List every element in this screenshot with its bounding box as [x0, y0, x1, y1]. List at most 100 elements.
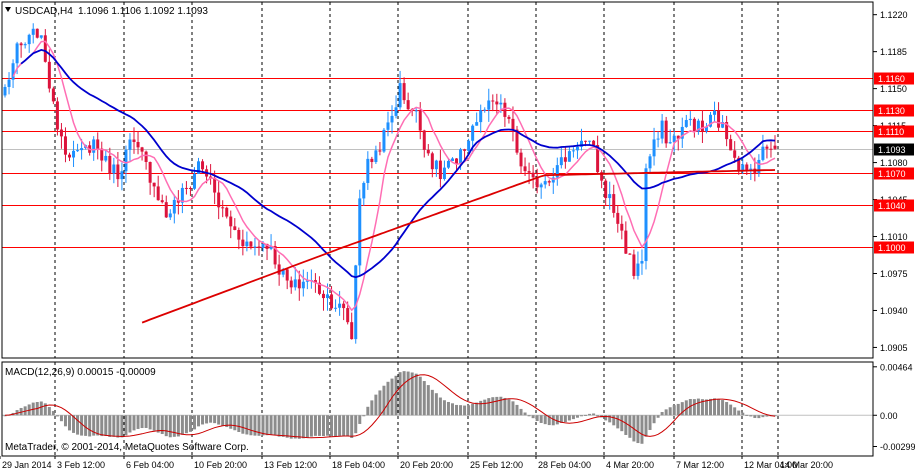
macd-signal-line [4, 374, 776, 439]
level-price-label: 1.1000 [878, 243, 906, 253]
candle [120, 162, 124, 191]
macd-bar [596, 415, 600, 417]
macd-bar [305, 415, 309, 438]
macd-bar [382, 385, 386, 416]
macd-bar [309, 415, 313, 437]
macd-bar [608, 415, 612, 423]
macd-bar [708, 398, 712, 416]
candle [563, 146, 567, 169]
macd-bar [668, 407, 672, 416]
macd-bar [555, 415, 559, 425]
macd-bar [84, 415, 88, 436]
macd-bar [15, 410, 19, 416]
macd-bar [112, 415, 116, 437]
macd-bar [136, 415, 140, 429]
candle [168, 209, 172, 221]
macd-bar [241, 415, 245, 434]
time-tick-label: 7 Mar 12:00 [676, 460, 724, 470]
candle [104, 149, 108, 163]
macd-bar [491, 397, 495, 416]
candle [656, 131, 660, 148]
macd-bar [277, 415, 281, 437]
macd-bar [80, 415, 84, 436]
candle [92, 136, 96, 161]
candle [717, 102, 721, 132]
candle [152, 182, 156, 198]
candle [507, 115, 511, 124]
candle [664, 116, 668, 148]
macd-bar [426, 385, 430, 416]
candle [51, 86, 55, 105]
candle [350, 312, 354, 340]
macd-bar [430, 389, 434, 416]
macd-bar [567, 415, 571, 421]
macd-plot-frame [1, 361, 874, 457]
macd-bar [467, 405, 471, 416]
dropdown-triangle-icon[interactable] [5, 7, 11, 12]
candle [596, 135, 600, 175]
macd-bar [317, 415, 321, 436]
macd-bar [438, 397, 442, 416]
macd-bar [664, 409, 668, 416]
price-tick-label: 1.1010 [880, 232, 908, 242]
macd-bar [76, 415, 80, 435]
macd-bar [330, 415, 334, 437]
candle [652, 127, 656, 166]
macd-bar [471, 403, 475, 416]
macd-bar [124, 415, 128, 436]
macd-bar [519, 408, 523, 416]
candle [604, 178, 608, 207]
macd-bar [128, 415, 132, 433]
candle [237, 227, 241, 250]
price-tick-label: 1.1220 [880, 10, 908, 20]
macd-bar [692, 399, 696, 416]
candle [249, 241, 253, 250]
macd-bar [450, 403, 454, 416]
candle [708, 112, 712, 128]
macd-tick-label: -0.00299 [880, 442, 915, 452]
main-plot-frame [1, 1, 874, 359]
macd-bar [713, 398, 717, 416]
macd-bar [354, 415, 358, 434]
candle [757, 154, 761, 177]
macd-bar [233, 415, 237, 431]
macd-bar [495, 396, 499, 416]
macd-bar [285, 415, 289, 438]
symbol-timeframe: USDCAD,H4 [15, 6, 73, 17]
candle [571, 147, 575, 158]
macd-bar [144, 415, 148, 428]
candle [201, 159, 205, 174]
candle [483, 107, 487, 113]
macd-bar [535, 415, 539, 422]
candle [579, 128, 583, 151]
candle [362, 181, 366, 206]
macd-bar [446, 401, 450, 416]
macd-bar [321, 415, 325, 437]
macd-bar [527, 415, 531, 417]
macd-bar [334, 415, 338, 437]
candle [680, 117, 684, 148]
candle [374, 145, 378, 164]
macd-bar [612, 415, 616, 426]
macd-bar [172, 415, 176, 437]
candle [136, 131, 140, 155]
candle [467, 138, 471, 156]
level-price-box [874, 199, 914, 212]
price-tick-label: 1.1080 [880, 158, 908, 168]
macd-bar [104, 415, 108, 436]
candle [608, 181, 612, 210]
macd-bar [539, 415, 543, 423]
time-tick-label: 20 Feb 20:00 [400, 460, 453, 470]
candle [414, 108, 418, 123]
level-price-box [874, 104, 914, 117]
macd-bar [503, 397, 507, 416]
macd-bar [273, 415, 277, 436]
macd-bar [63, 415, 67, 427]
macd-bar [346, 415, 350, 437]
macd-bar [386, 381, 390, 416]
macd-bar [479, 400, 483, 416]
candle [567, 145, 571, 162]
macd-label: MACD(12,26,9) 0.00015 -0.00009 [5, 367, 156, 378]
